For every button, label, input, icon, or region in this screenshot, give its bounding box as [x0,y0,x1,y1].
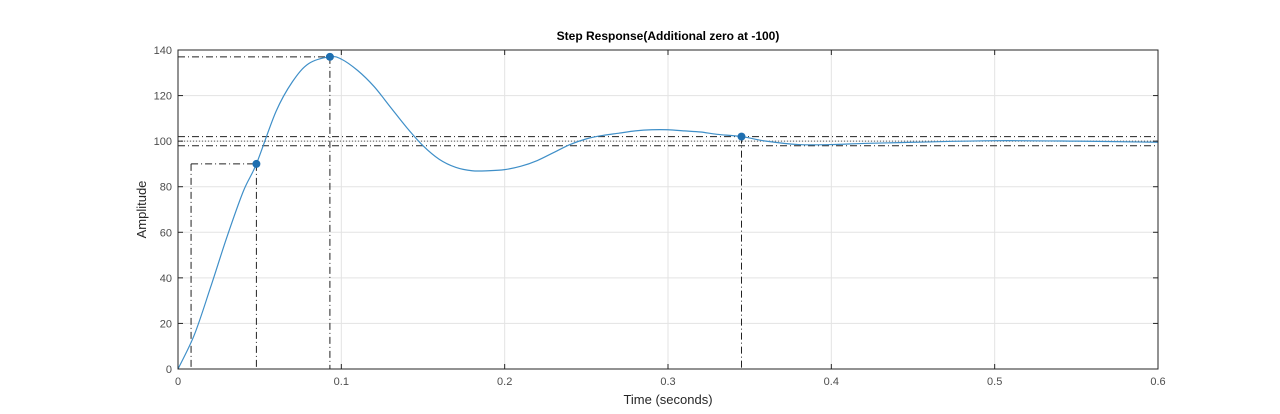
settling-time-marker [737,132,746,141]
markers [252,52,746,168]
y-tick-label: 40 [160,273,172,285]
x-tick-label: 0 [175,376,181,388]
ticks: 0 0.1 0.2 0.3 0.4 0.5 0.6 0 20 40 60 80 100 120 140 [154,45,1166,388]
step-response-line [177,55,1159,370]
chart-title: Step Response(Additional zero at -100) [557,29,780,43]
y-tick-label: 60 [160,227,172,239]
peak-marker [325,52,334,61]
y-tick-label: 0 [166,364,172,376]
rise-time-marker [252,159,261,168]
y-axis-label: Amplitude [134,181,149,239]
y-tick-label: 80 [160,182,172,194]
x-tick-label: 0.2 [497,376,512,388]
x-tick-label: 0.5 [987,376,1002,388]
x-tick-label: 0.1 [334,376,349,388]
x-tick-label: 0.4 [824,376,839,388]
y-tick-label: 100 [154,136,172,148]
series-layer [177,55,1159,370]
x-axis-label: Time (seconds) [623,392,712,407]
x-tick-label: 0.6 [1150,376,1165,388]
x-tick-label: 0.3 [660,376,675,388]
characteristic-guides [178,56,1158,369]
y-tick-label: 20 [160,318,172,330]
y-tick-label: 120 [154,91,172,103]
grid [178,50,1158,369]
y-tick-label: 140 [154,45,172,57]
